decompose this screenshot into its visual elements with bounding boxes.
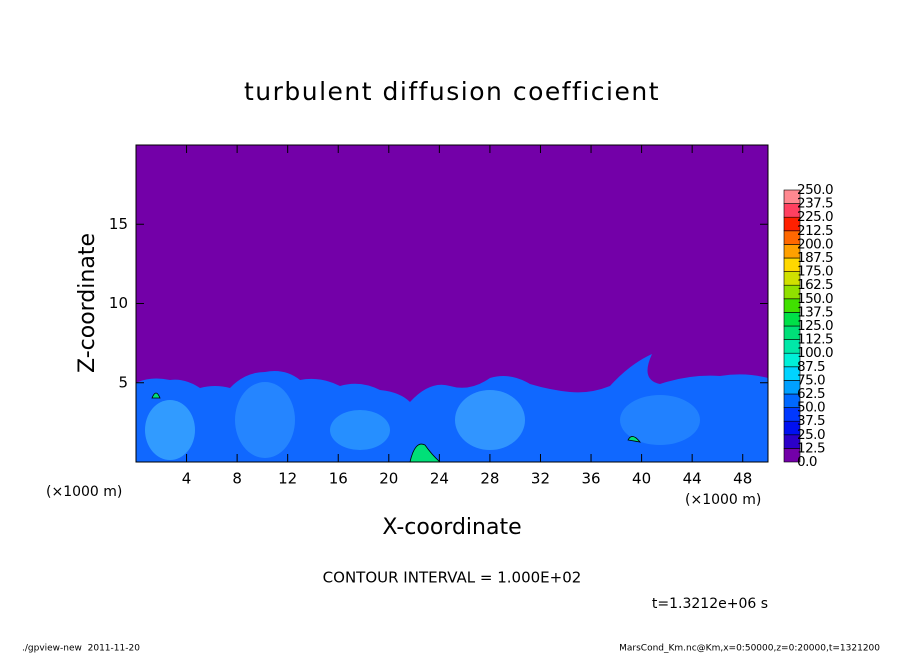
x-tick-label: 28 bbox=[480, 470, 499, 488]
colorbar-label: 112.5 bbox=[797, 332, 833, 348]
colorbar-label: 75.0 bbox=[797, 372, 825, 388]
high-patch bbox=[151, 392, 161, 399]
eddy bbox=[330, 410, 390, 450]
colorbar-label: 150.0 bbox=[797, 291, 833, 307]
field bbox=[136, 145, 768, 463]
eddy bbox=[145, 400, 195, 460]
unit-label: (×1000 m) bbox=[685, 492, 761, 508]
x-tick-label: 40 bbox=[632, 470, 651, 488]
eddy bbox=[455, 390, 525, 450]
x-tick-label: 20 bbox=[379, 470, 398, 488]
x-tick-label: 12 bbox=[278, 470, 297, 488]
colorbar-label: 200.0 bbox=[797, 236, 833, 252]
x-tick-label: 32 bbox=[531, 470, 550, 488]
x-tick-label: 48 bbox=[733, 470, 752, 488]
colorbar-label: 100.0 bbox=[797, 345, 833, 361]
colorbar-label: 125.0 bbox=[797, 318, 833, 334]
colorbar-label: 0.0 bbox=[797, 454, 817, 470]
eddy bbox=[235, 382, 295, 458]
colorbar-label: 175.0 bbox=[797, 264, 833, 280]
colorbar-label: 137.5 bbox=[797, 304, 833, 320]
x-tick-label: 4 bbox=[182, 470, 192, 488]
x-tick-label: 36 bbox=[581, 470, 600, 488]
time-label: t=1.3212e+06 s bbox=[652, 596, 768, 612]
turbulent-layer bbox=[136, 354, 768, 462]
contour-interval: CONTOUR INTERVAL = 1.000E+02 bbox=[323, 569, 582, 587]
colorbar-label: 212.5 bbox=[797, 223, 833, 239]
colorbar-label: 162.5 bbox=[797, 277, 833, 293]
eddy bbox=[620, 395, 700, 445]
high-patch bbox=[409, 443, 442, 463]
footer-left: ./gpview-new 2011-11-20 bbox=[22, 644, 140, 654]
colorbar-label: 87.5 bbox=[797, 359, 825, 375]
x-axis-label: X-coordinate bbox=[382, 515, 521, 540]
colorbar-label: 237.5 bbox=[797, 196, 833, 212]
x-tick-label: 24 bbox=[430, 470, 449, 488]
colorbar-label: 62.5 bbox=[797, 386, 825, 402]
high-patch bbox=[627, 436, 641, 443]
colorbar-label: 37.5 bbox=[797, 413, 825, 429]
colorbar-label: 12.5 bbox=[797, 440, 825, 456]
colorbar-bin bbox=[783, 189, 801, 204]
y-tick-label: 10 bbox=[109, 294, 128, 312]
x-tick-label: 8 bbox=[232, 470, 242, 488]
x-tick-label: 16 bbox=[329, 470, 348, 488]
colorbar-label: 187.5 bbox=[797, 250, 833, 266]
footer-right: MarsCond_Km.nc@Km,x=0:50000,z=0:20000,t=… bbox=[619, 644, 880, 654]
colorbar-label: 250.0 bbox=[797, 182, 833, 198]
y-tick-label: 15 bbox=[109, 215, 128, 233]
unit-label: (×1000 m) bbox=[46, 484, 122, 500]
x-tick-label: 44 bbox=[683, 470, 702, 488]
colorbar-label: 225.0 bbox=[797, 209, 833, 225]
y-axis-label: Z-coordinate bbox=[75, 233, 100, 373]
colorbar-label: 25.0 bbox=[797, 427, 825, 443]
y-tick-label: 5 bbox=[118, 373, 128, 391]
colorbar-label: 50.0 bbox=[797, 400, 825, 416]
chart-title: turbulent diffusion coefficient bbox=[244, 77, 660, 106]
